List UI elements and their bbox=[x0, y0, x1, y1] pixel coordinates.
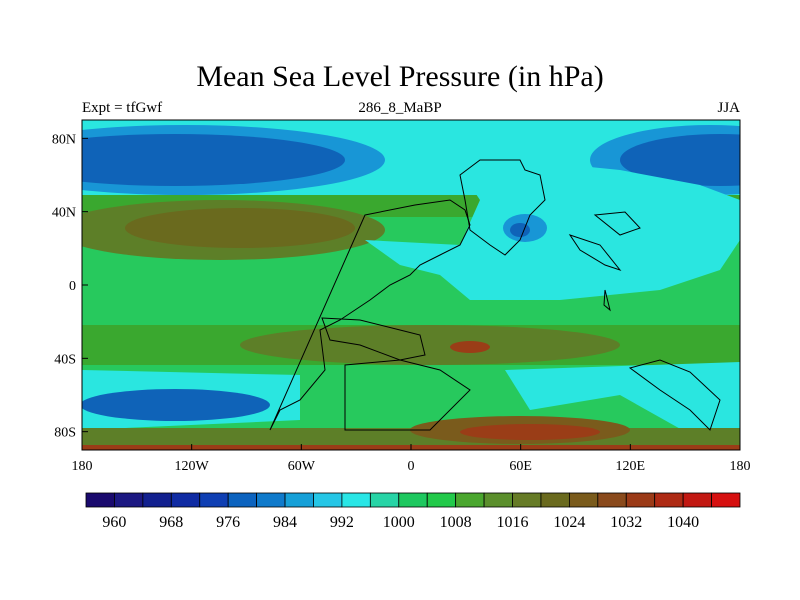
lon-tick-label: 120E bbox=[616, 459, 646, 474]
colorbar-swatch bbox=[711, 492, 741, 508]
antarctic-high-core bbox=[460, 424, 600, 440]
map-title: Mean Sea Level Pressure (in hPa) bbox=[196, 60, 604, 93]
colorbar-swatch bbox=[597, 492, 627, 508]
colorbar-swatch bbox=[170, 492, 201, 508]
asia-low-region bbox=[365, 160, 740, 300]
colorbar-swatch bbox=[85, 492, 115, 508]
continent-asia-outline bbox=[459, 159, 546, 256]
lat-tick-label: 80N bbox=[52, 132, 76, 147]
colorbar-swatch bbox=[256, 492, 286, 508]
pressure-field bbox=[82, 120, 740, 450]
lon-tick-label: 60W bbox=[288, 459, 316, 474]
colorbar-swatch bbox=[426, 492, 457, 508]
lat-tick-label: 40N bbox=[52, 206, 76, 221]
colorbar-swatch bbox=[568, 492, 599, 508]
se-cyan bbox=[505, 362, 740, 440]
lat-tick-label: 40S bbox=[54, 352, 76, 367]
latitude-axis: 80N 40N 0 40S 80S bbox=[52, 132, 76, 440]
colorbar-swatch bbox=[398, 492, 428, 508]
colorbar-label: 984 bbox=[273, 514, 297, 531]
colorbar-swatch bbox=[540, 492, 570, 508]
colorbar bbox=[85, 492, 741, 508]
south-high-band bbox=[240, 325, 620, 365]
colorbar-label: 992 bbox=[330, 514, 354, 531]
season-label: JJA bbox=[717, 100, 740, 116]
lon-tick-label: 180 bbox=[72, 459, 93, 474]
colorbar-label: 1040 bbox=[667, 514, 699, 531]
south-high-core bbox=[450, 341, 490, 353]
colorbar-swatch bbox=[369, 492, 400, 508]
island-outline-2 bbox=[593, 211, 641, 236]
colorbar-swatch bbox=[114, 492, 144, 508]
island-outline bbox=[568, 234, 622, 272]
lat-tick-label: 0 bbox=[69, 279, 76, 294]
island-outline-3 bbox=[603, 289, 611, 312]
longitude-axis: 180 120W 60W 0 60E 120E 180 bbox=[72, 459, 751, 474]
colorbar-label: 1008 bbox=[440, 514, 472, 531]
colorbar-label: 968 bbox=[159, 514, 183, 531]
colorbar-swatch bbox=[284, 492, 314, 508]
colorbar-swatch bbox=[512, 492, 542, 508]
continent-gondwana-outline bbox=[321, 317, 426, 361]
lon-tick-label: 120W bbox=[175, 459, 210, 474]
colorbar-swatch bbox=[199, 492, 229, 508]
coastlines bbox=[269, 159, 721, 431]
experiment-label: Expt = tfGwf bbox=[82, 100, 163, 116]
colorbar-swatch bbox=[654, 492, 684, 508]
lat-tick-label: 80S bbox=[54, 426, 76, 441]
asia-low-core bbox=[510, 223, 530, 237]
nw-high-core bbox=[125, 208, 355, 248]
lon-tick-label: 60E bbox=[509, 459, 532, 474]
colorbar-swatch bbox=[227, 492, 258, 508]
lon-tick-label: 180 bbox=[730, 459, 751, 474]
colorbar-swatch bbox=[682, 492, 712, 508]
sw-low bbox=[82, 389, 270, 421]
colorbar-label: 1032 bbox=[610, 514, 642, 531]
continent-south-outline bbox=[344, 359, 471, 431]
nw-low-core bbox=[82, 134, 345, 186]
colorbar-swatch bbox=[341, 492, 371, 508]
colorbar-labels: 960 968 976 984 992 1000 1008 1016 1024 1032 1040 bbox=[102, 514, 699, 531]
colorbar-swatch bbox=[313, 492, 343, 508]
colorbar-label: 1000 bbox=[383, 514, 415, 531]
continent-se-outline bbox=[628, 359, 721, 431]
lon-tick-label: 0 bbox=[408, 459, 415, 474]
colorbar-label: 1024 bbox=[553, 514, 585, 531]
ne-low-core bbox=[620, 134, 740, 186]
colorbar-swatch bbox=[455, 492, 485, 508]
colorbar-label: 976 bbox=[216, 514, 240, 531]
tick-marks bbox=[81, 137, 741, 450]
colorbar-swatch bbox=[142, 492, 172, 508]
colorbar-swatch bbox=[625, 492, 656, 508]
continent-americas-outline bbox=[269, 199, 471, 431]
colorbar-label: 960 bbox=[102, 514, 126, 531]
period-label: 286_8_MaBP bbox=[358, 100, 442, 116]
colorbar-swatch bbox=[483, 492, 513, 508]
colorbar-label: 1016 bbox=[497, 514, 529, 531]
